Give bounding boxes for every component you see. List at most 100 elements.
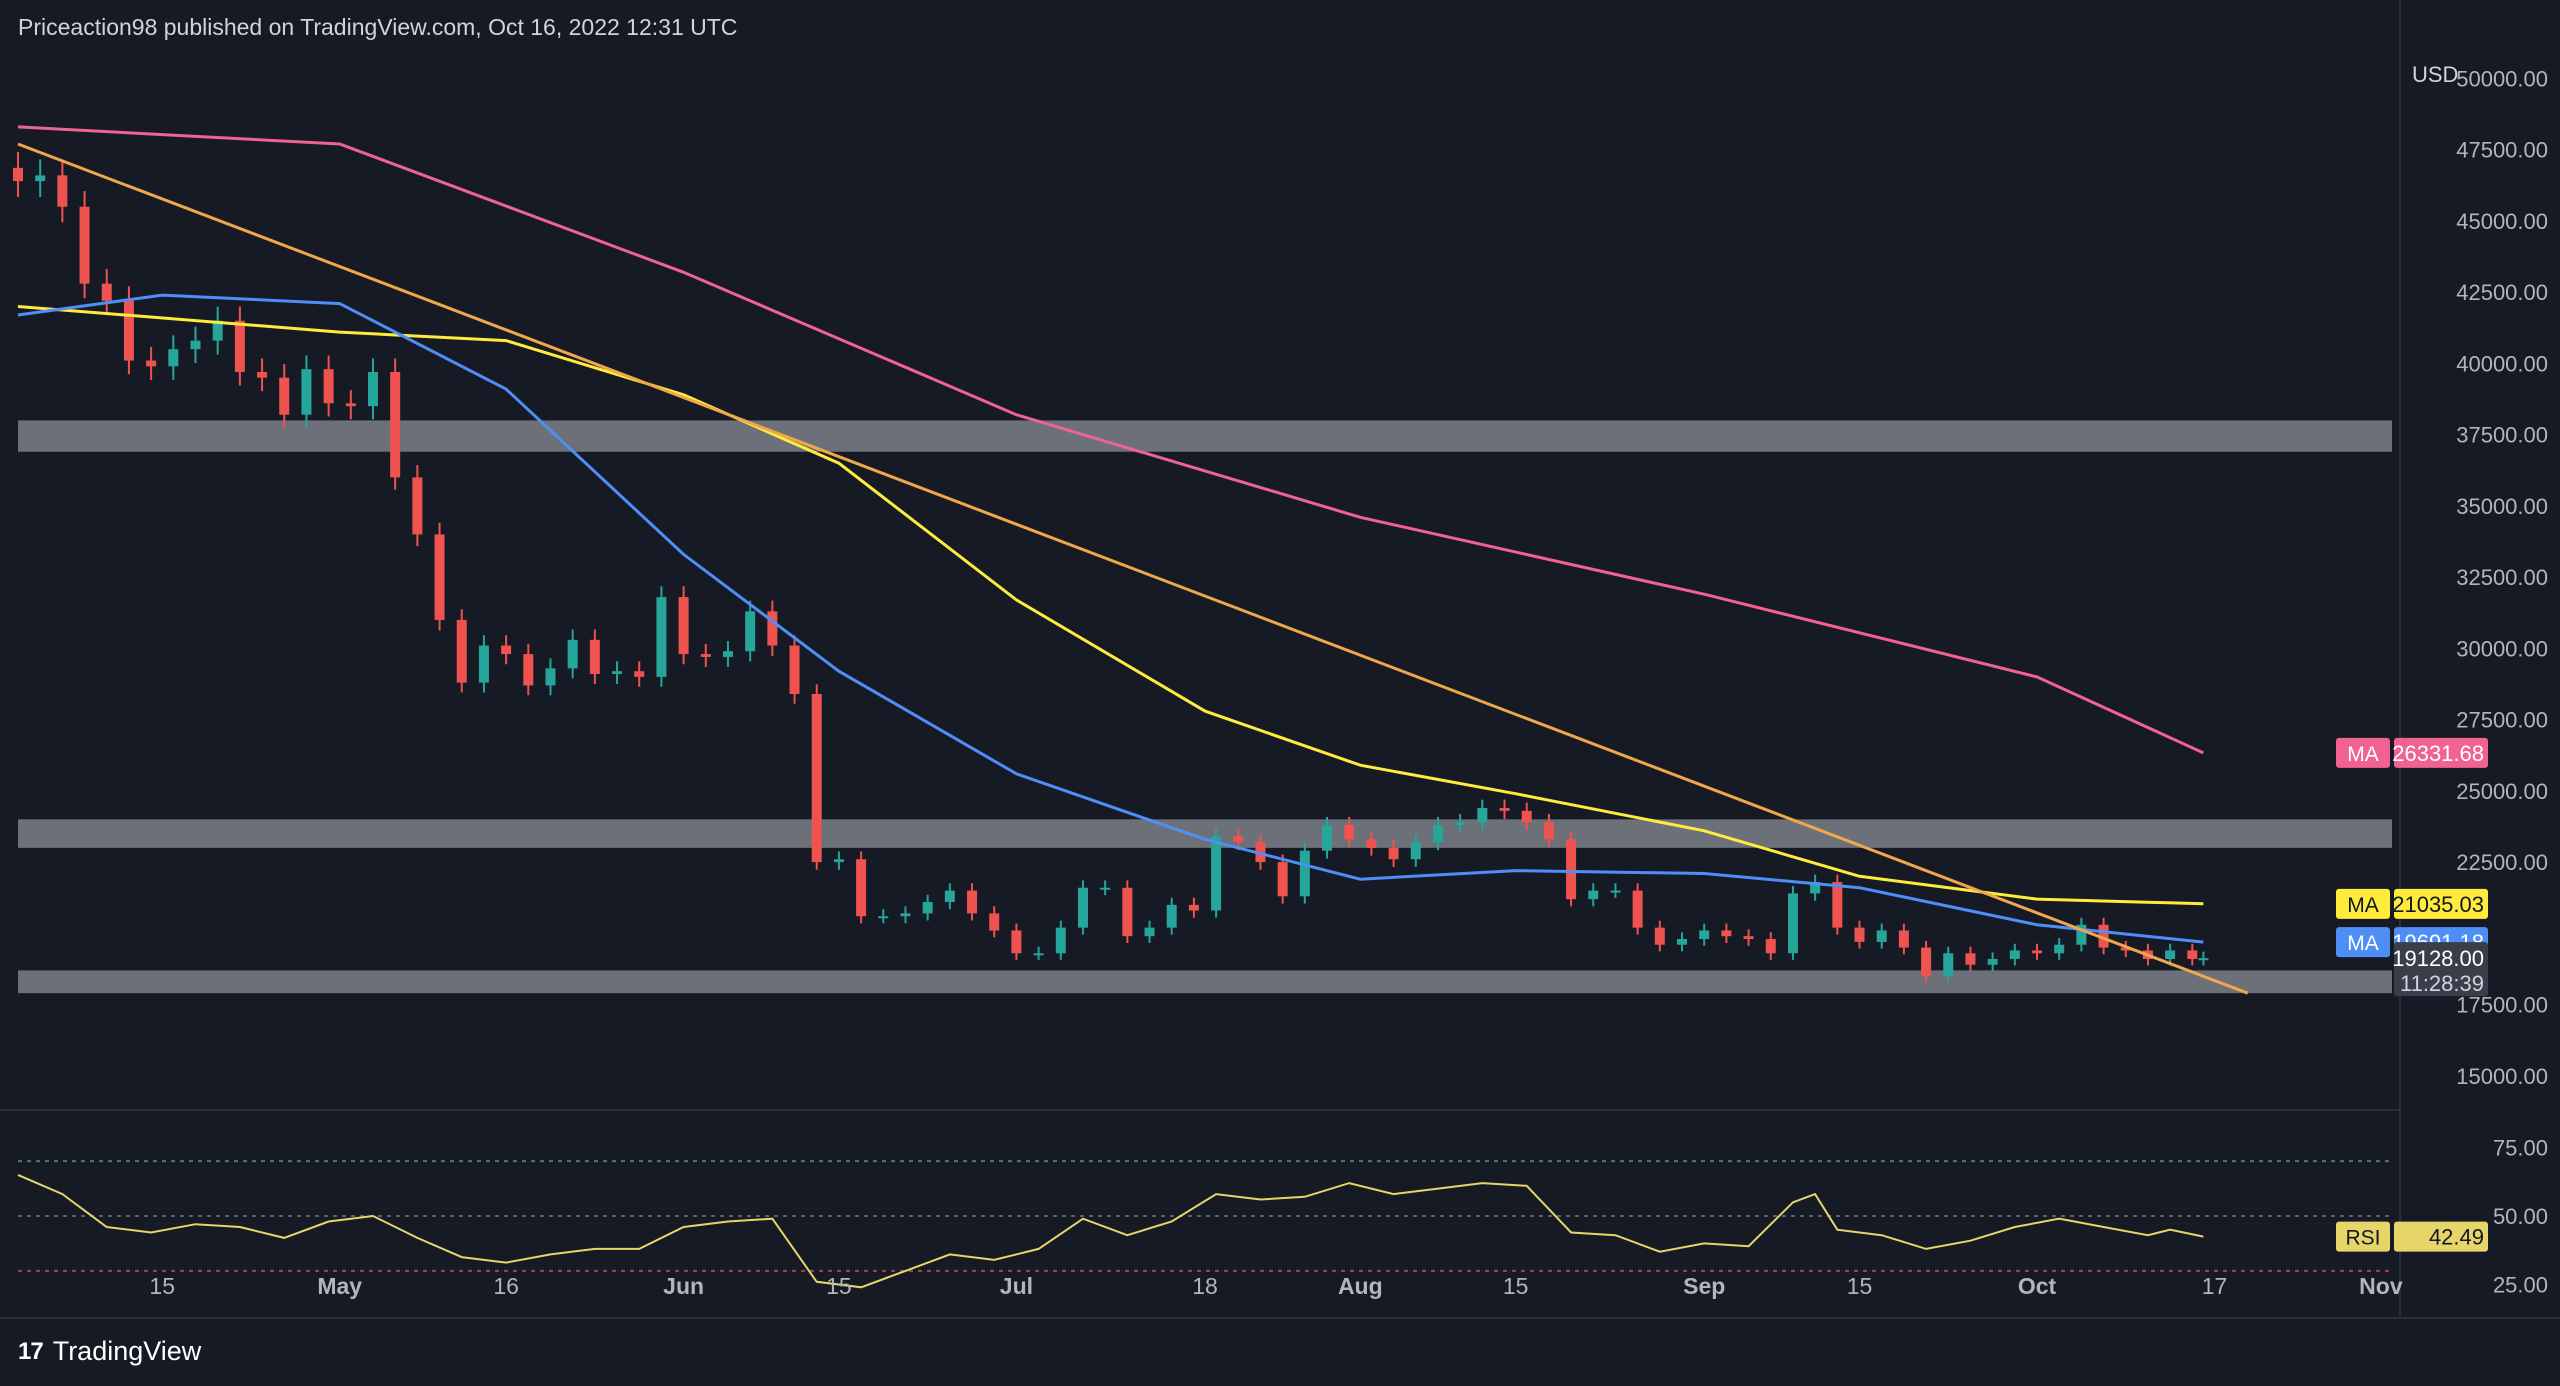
moving-average-lines	[17, 125, 2205, 944]
candle-body	[35, 175, 46, 182]
candle-body	[856, 859, 867, 917]
price-axis-currency: USD	[2412, 62, 2458, 87]
candle-body	[545, 668, 556, 686]
candle-body	[789, 645, 800, 694]
candle-body	[567, 639, 578, 669]
rsi-pane: 75.00 50.00 25.00	[17, 1135, 2548, 1298]
candle-body	[1987, 958, 1998, 965]
rsi-line	[17, 1173, 2204, 1289]
candle-body	[833, 859, 844, 863]
rsi-tick-label: 75.00	[2493, 1135, 2548, 1160]
candle-body	[1965, 953, 1976, 965]
candle-body	[1410, 842, 1421, 860]
attribution-header: Priceaction98 published on TradingView.c…	[18, 14, 738, 40]
grid-lines	[0, 0, 2560, 1319]
candle-body	[1033, 953, 1044, 956]
tradingview-logo-icon: 17	[18, 1337, 44, 1365]
price-tick-label: 37500.00	[2456, 423, 2548, 448]
candle-body	[1721, 930, 1732, 937]
zone-1	[18, 819, 2392, 848]
time-tick-label: May	[317, 1273, 362, 1299]
time-tick-label: 15	[149, 1273, 175, 1299]
last-price-box	[2394, 942, 2488, 997]
candle-body	[1632, 890, 1643, 928]
candle-body	[13, 167, 23, 182]
candle-body	[1432, 825, 1443, 843]
candle-body	[967, 890, 978, 914]
candle-body	[1233, 836, 1244, 843]
candle-body	[101, 283, 112, 301]
candle-body	[1122, 887, 1133, 937]
ma-badge-1	[2336, 888, 2390, 919]
candle-body	[1854, 927, 1865, 942]
candle-body	[501, 645, 512, 655]
candle-body	[412, 477, 423, 535]
candle-body	[1810, 882, 1821, 894]
candle-body	[1077, 887, 1088, 928]
ma-badge-label: MA	[2347, 894, 2379, 917]
rsi-value-label: 42.49	[2429, 1225, 2484, 1250]
candle-body	[279, 377, 290, 415]
price-tick-label: 45000.00	[2456, 209, 2548, 234]
candle-body	[1566, 839, 1577, 900]
candle-body	[1943, 953, 1954, 977]
trendline	[17, 142, 2249, 995]
rsi-tick-label: 25.00	[2493, 1273, 2548, 1298]
candle-body	[1344, 825, 1355, 840]
candle-body	[1743, 936, 1754, 940]
zone-2	[18, 970, 2392, 994]
candle-body	[1787, 893, 1798, 954]
price-tick-label: 40000.00	[2456, 351, 2548, 376]
candle-body	[612, 671, 623, 675]
ma-value-box-0	[2394, 737, 2488, 768]
candle-body	[989, 913, 1000, 931]
price-tick-label: 27500.00	[2456, 708, 2548, 733]
rsi-tick-label: 50.00	[2493, 1204, 2548, 1229]
rsi-badge	[2336, 1221, 2390, 1252]
candle-body	[1921, 947, 1932, 977]
candlestick-series	[13, 151, 2209, 983]
candle-body	[1211, 836, 1222, 911]
candle-body	[811, 693, 822, 863]
candle-body	[146, 360, 157, 367]
ma-value-label: 26331.68	[2392, 741, 2484, 766]
candle-body	[589, 639, 600, 675]
candle-body	[2009, 950, 2020, 959]
candle-body	[745, 611, 756, 652]
candle-body	[434, 534, 445, 620]
rsi-badge-label: RSI	[2345, 1227, 2380, 1250]
candle-body	[678, 597, 689, 655]
ma-line-0	[17, 125, 2205, 755]
countdown-label: 11:28:39	[2400, 971, 2484, 996]
time-tick-label: 18	[1192, 1273, 1218, 1299]
ma-line-2	[17, 293, 2204, 944]
candle-body	[257, 371, 268, 378]
tradingview-brand: TradingView	[52, 1336, 202, 1366]
candle-body	[1765, 939, 1776, 954]
candle-body	[900, 913, 911, 917]
candle-body	[922, 901, 933, 914]
zone-0	[18, 420, 2392, 452]
price-tick-label: 35000.00	[2456, 494, 2548, 519]
ma-line-1	[17, 305, 2204, 906]
price-tick-label: 50000.00	[2456, 66, 2548, 91]
price-tick-label: 17500.00	[2456, 993, 2548, 1018]
candle-body	[1499, 807, 1510, 811]
ma-badge-label: MA	[2347, 932, 2379, 955]
time-tick-label: Oct	[2018, 1273, 2057, 1299]
candle-body	[1388, 847, 1399, 860]
candle-body	[212, 320, 223, 341]
time-tick-label: 15	[1503, 1273, 1529, 1299]
ma-badge-0	[2336, 737, 2390, 768]
time-tick-label: 16	[493, 1273, 519, 1299]
time-tick-label: Jun	[663, 1273, 704, 1299]
candle-body	[1521, 810, 1532, 823]
candle-body	[1455, 822, 1466, 826]
candle-body	[1100, 887, 1111, 890]
candle-body	[1654, 927, 1665, 945]
time-tick-label: 15	[1847, 1273, 1873, 1299]
candle-body	[2187, 950, 2198, 959]
candle-body	[2098, 924, 2109, 948]
